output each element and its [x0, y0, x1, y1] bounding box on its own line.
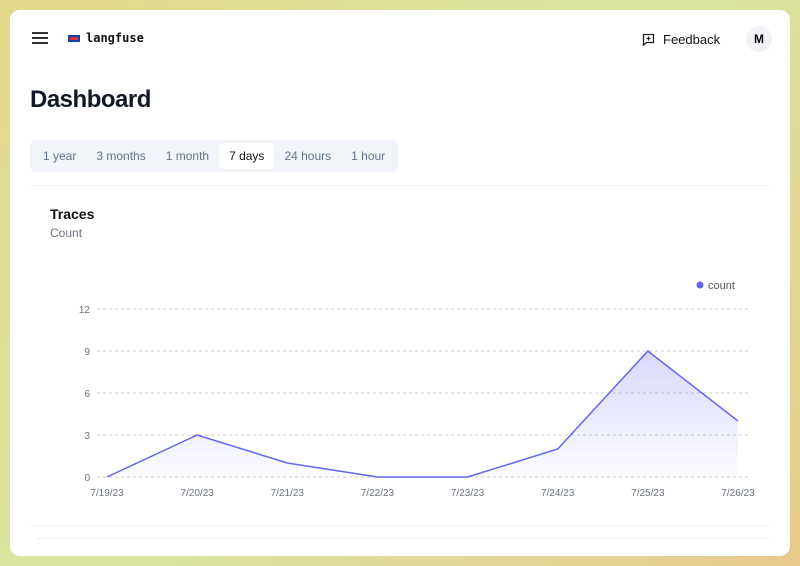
divider	[30, 185, 770, 186]
tab-1-month[interactable]: 1 month	[165, 149, 210, 163]
x-tick-label: 7/26/23	[721, 488, 755, 499]
y-tick-label: 6	[84, 389, 90, 400]
legend-dot	[696, 281, 704, 289]
x-tick-label: 7/25/23	[631, 488, 665, 499]
card-subtitle: Count	[50, 226, 83, 240]
y-tick-label: 12	[79, 305, 91, 316]
y-tick-label: 3	[84, 431, 90, 442]
y-tick-label: 9	[84, 347, 90, 358]
x-tick-label: 7/21/23	[271, 488, 305, 499]
logo-text: langfuse	[86, 31, 144, 45]
x-tick-label: 7/23/23	[451, 488, 485, 499]
legend-label: count	[708, 280, 735, 292]
feedback-button[interactable]: Feedback	[632, 26, 730, 52]
series-line-count	[106, 349, 739, 478]
x-tick-label: 7/20/23	[180, 488, 214, 499]
traces-card: Traces Count	[30, 196, 770, 526]
area-fill	[107, 351, 738, 477]
x-tick-label: 7/19/23	[90, 488, 124, 499]
avatar[interactable]: M	[746, 26, 772, 52]
card-title: Traces	[50, 206, 95, 222]
tab-7-days[interactable]: 7 days	[219, 143, 275, 169]
y-tick-label: 0	[84, 473, 90, 484]
divider	[36, 538, 770, 539]
feedback-label: Feedback	[663, 31, 721, 47]
x-tick-label: 7/22/23	[361, 488, 395, 499]
x-tick-label: 7/24/23	[541, 488, 575, 499]
tab-1-year[interactable]: 1 year	[43, 149, 77, 163]
traces-chart: 0 3 6 9 12 7/19/23 7/20/23 7/21/23 7/22/23 7/23/2…	[79, 280, 755, 499]
app-window: langfuse Feedback M Dashboard 1 year 3 mo…	[10, 10, 790, 556]
logo[interactable]: langfuse	[68, 31, 144, 45]
tab-1-hour[interactable]: 1 hour	[351, 149, 386, 163]
page-title: Dashboard	[30, 86, 151, 113]
tab-24-hours[interactable]: 24 hours	[284, 149, 332, 163]
logo-icon	[68, 34, 80, 42]
menu-icon[interactable]	[32, 32, 48, 44]
message-icon	[642, 33, 655, 46]
tab-3-months[interactable]: 3 months	[96, 149, 146, 163]
time-range-tabs: 1 year 3 months 1 month 7 days 24 hours 1 hou…	[30, 140, 399, 172]
